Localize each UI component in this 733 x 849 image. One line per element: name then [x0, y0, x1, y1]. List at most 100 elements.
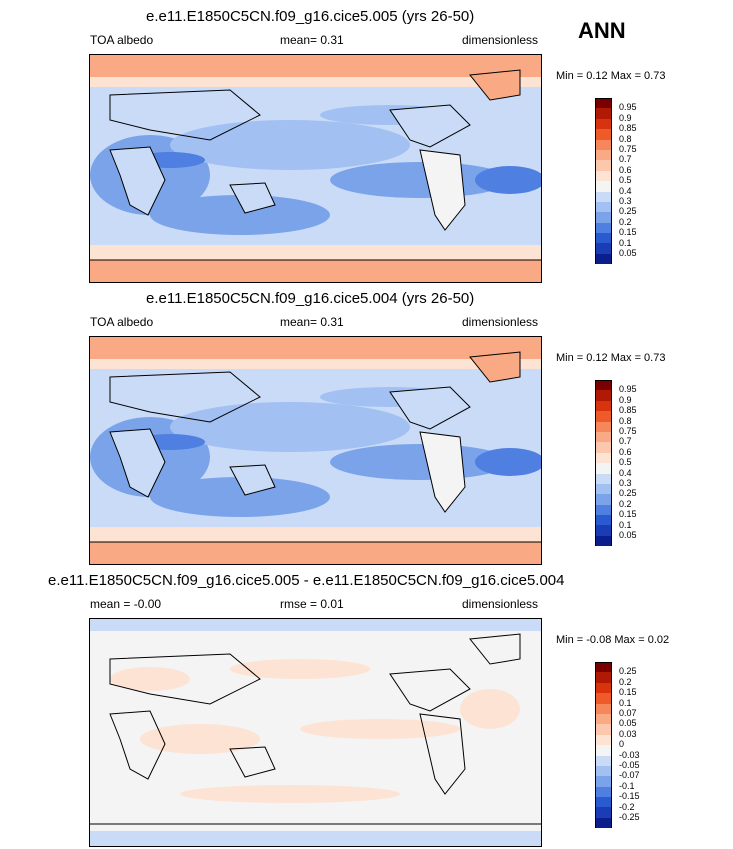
panel-1-map — [89, 54, 542, 283]
panel-2-field-label: TOA albedo — [90, 315, 154, 329]
colorbar-swatch — [595, 222, 612, 234]
colorbar-tick-label: 0.5 — [619, 457, 632, 468]
panel-1-minmax: Min = 0.12 Max = 0.73 — [556, 70, 666, 82]
colorbar-swatch — [595, 535, 612, 547]
colorbar-tick-label: 0.6 — [619, 164, 632, 175]
colorbar-swatch — [595, 243, 612, 254]
colorbar-tick-label: 0.75 — [619, 144, 637, 154]
colorbar-swatch — [595, 755, 612, 766]
colorbar-swatch — [595, 212, 612, 223]
colorbar-swatch — [595, 400, 612, 412]
colorbar-tick-label: 0.05 — [619, 718, 637, 729]
panel-2-mean: mean= 0.31 — [280, 315, 344, 329]
colorbar-swatch — [595, 525, 612, 536]
colorbar-swatch — [595, 170, 612, 182]
colorbar-swatch — [595, 191, 612, 202]
colorbar-tick-label: 0.1 — [619, 519, 632, 530]
colorbar-tick-label: 0.25 — [619, 488, 637, 499]
colorbar-swatch — [595, 149, 612, 161]
colorbar-swatch — [595, 807, 612, 818]
colorbar-tick-label: 0.8 — [619, 133, 632, 144]
colorbar-tick-label: 0.15 — [619, 227, 637, 238]
colorbar-swatch — [595, 765, 612, 777]
colorbar-tick-label: 0.95 — [619, 384, 637, 395]
colorbar-tick-label: 0.03 — [619, 728, 637, 739]
colorbar-tick-label: 0.85 — [619, 123, 637, 134]
panel-3-map-svg — [90, 619, 541, 846]
panel-1-title: e.e11.E1850C5CN.f09_g16.cice5.005 (yrs 2… — [146, 8, 475, 25]
colorbar-swatch — [595, 442, 612, 453]
colorbar-tick-label: -0.15 — [619, 791, 640, 802]
season-label: ANN — [578, 18, 626, 43]
colorbar-swatch — [595, 129, 612, 140]
colorbar-tick-label: 0.4 — [619, 467, 632, 478]
panel-2-minmax: Min = 0.12 Max = 0.73 — [556, 352, 666, 364]
panel-1-field-label: TOA albedo — [90, 33, 154, 47]
colorbar-tick-label: 0.05 — [619, 530, 637, 540]
colorbar-tick-label: -0.1 — [619, 780, 635, 791]
colorbar-swatch — [595, 181, 612, 192]
colorbar-swatch — [595, 724, 612, 735]
colorbar-swatch — [595, 817, 612, 829]
colorbar-tick-label: 0.85 — [619, 405, 637, 416]
panel-3-mean: mean = -0.00 — [90, 597, 162, 611]
colorbar-swatch — [595, 463, 612, 474]
panel-1-colorbar: 0.95 0.9 0.85 0.8 0.75 0.7 0.6 0.5 0.4 0.3 0.25 0.2… — [595, 98, 637, 265]
colorbar-tick-label: -0.25 — [619, 812, 640, 822]
colorbar-tick-label: 0.6 — [619, 446, 632, 457]
colorbar-tick-label: 0.15 — [619, 509, 637, 520]
colorbar-swatch — [595, 682, 612, 694]
colorbar-swatch — [595, 421, 612, 432]
colorbar-tick-label: 0.2 — [619, 676, 632, 687]
colorbar-swatch — [595, 201, 612, 213]
colorbar-swatch — [595, 253, 612, 265]
colorbar-swatch — [595, 515, 612, 526]
colorbar-tick-label: 0.1 — [619, 697, 632, 708]
colorbar-swatch — [595, 452, 612, 464]
colorbar-swatch — [595, 411, 612, 422]
colorbar-swatch — [595, 662, 612, 673]
colorbar-tick-label: -0.03 — [619, 749, 640, 760]
panel-2-units: dimensionless — [462, 315, 539, 329]
panel-3-colorbar: 0.25 0.2 0.15 0.1 0.07 0.05 0.03 0 -0.03 -0.05 -0.… — [595, 662, 640, 829]
colorbar-tick-label: 0.4 — [619, 185, 632, 196]
colorbar-tick-label: 0.3 — [619, 478, 632, 488]
colorbar-swatch — [595, 713, 612, 725]
colorbar-swatch — [595, 431, 612, 443]
colorbar-tick-label: 0.95 — [619, 102, 637, 113]
colorbar-swatch — [595, 380, 612, 391]
colorbar-tick-label: 0.9 — [619, 394, 632, 405]
colorbar-swatch — [595, 160, 612, 171]
panel-2-map — [89, 336, 542, 565]
panel-3-rmse: rmse = 0.01 — [280, 597, 344, 611]
colorbar-tick-label: 0.8 — [619, 415, 632, 426]
colorbar-tick-label: 0.7 — [619, 154, 632, 165]
colorbar-tick-label: -0.2 — [619, 801, 635, 812]
colorbar-tick-label: 0.9 — [619, 112, 632, 123]
colorbar-swatch — [595, 786, 612, 798]
colorbar-tick-label: 0.1 — [619, 237, 632, 248]
colorbar-swatch — [595, 776, 612, 787]
colorbar-tick-label: 0.75 — [619, 426, 637, 436]
colorbar-swatch — [595, 98, 612, 109]
panel-3-map — [89, 618, 542, 847]
colorbar-tick-label: 0.05 — [619, 248, 637, 258]
colorbar-tick-label: 0.15 — [619, 687, 637, 698]
colorbar-tick-label: 0.5 — [619, 175, 632, 186]
colorbar-swatch — [595, 745, 612, 756]
colorbar-swatch — [595, 483, 612, 495]
colorbar-swatch — [595, 797, 612, 808]
panel-1-mean: mean= 0.31 — [280, 33, 344, 47]
colorbar-tick-label: -0.05 — [619, 760, 640, 770]
panel-2-colorbar: 0.95 0.9 0.85 0.8 0.75 0.7 0.6 0.5 0.4 0.3 0.25 0.2… — [595, 380, 637, 547]
panel-3-minmax: Min = -0.08 Max = 0.02 — [556, 634, 670, 646]
colorbar-swatch — [595, 118, 612, 130]
colorbar-swatch — [595, 693, 612, 704]
colorbar-swatch — [595, 672, 612, 683]
colorbar-tick-label: -0.07 — [619, 770, 640, 781]
colorbar-swatch — [595, 703, 612, 714]
panel-2-map-svg — [90, 337, 541, 564]
colorbar-swatch — [595, 504, 612, 516]
colorbar-swatch — [595, 108, 612, 119]
colorbar-swatch — [595, 139, 612, 150]
